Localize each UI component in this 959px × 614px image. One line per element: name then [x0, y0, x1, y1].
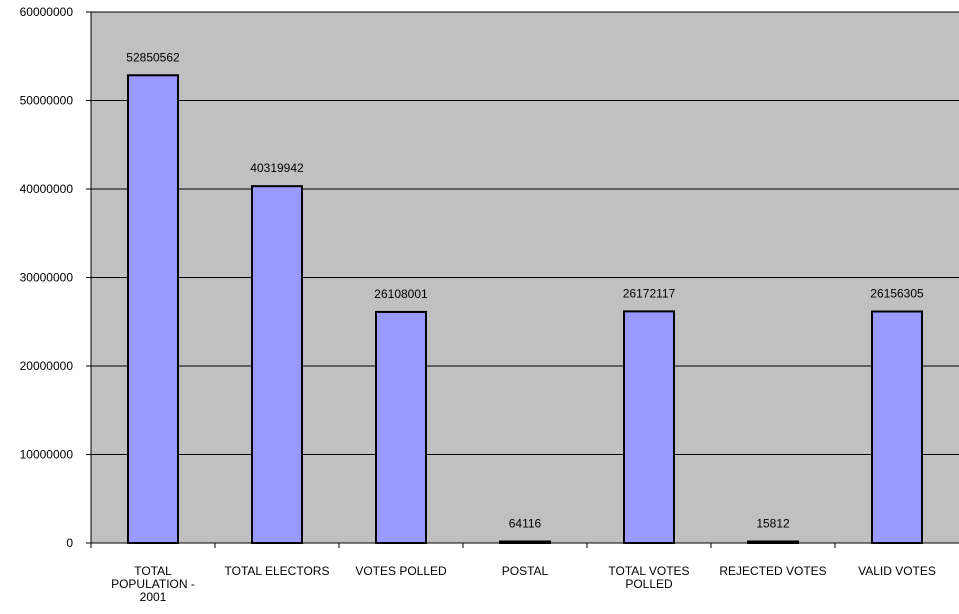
x-category-label: VALID VOTES — [858, 564, 936, 578]
data-label: 15812 — [756, 517, 790, 531]
y-tick-label: 20000000 — [20, 359, 74, 373]
x-category-label-line: VOTES POLLED — [355, 564, 447, 578]
y-tick-label: 0 — [66, 536, 73, 550]
bar — [871, 310, 923, 544]
x-category-label: REJECTED VOTES — [719, 564, 826, 578]
x-category-label: TOTAL VOTES POLLED — [608, 564, 689, 591]
data-label: 52850562 — [126, 50, 180, 64]
x-category-label-line: VALID VOTES — [858, 564, 936, 578]
data-label: 64116 — [509, 517, 542, 531]
y-tick-label: 50000000 — [20, 94, 74, 108]
x-category-label-line: REJECTED VOTES — [719, 564, 826, 578]
data-label: 26172117 — [623, 286, 676, 300]
y-tick-label: 60000000 — [20, 5, 74, 19]
y-tick-label: 30000000 — [20, 271, 74, 285]
bar — [375, 310, 427, 544]
data-label: 26156305 — [870, 287, 924, 301]
x-category-label-line: POPULATION - — [111, 577, 195, 591]
x-category-label-line: TOTAL ELECTORS — [225, 564, 330, 578]
x-category-label: TOTAL POPULATION -2001 — [111, 564, 195, 604]
x-category-label-line: TOTAL — [134, 564, 172, 578]
data-label: 26108001 — [374, 287, 428, 301]
bar — [127, 74, 179, 545]
x-category-label: TOTAL ELECTORS — [225, 564, 330, 578]
bar — [251, 185, 303, 544]
data-label: 40319942 — [250, 161, 304, 175]
y-tick-label: 10000000 — [20, 448, 74, 462]
x-category-label-line: POSTAL — [502, 564, 549, 578]
bar — [623, 310, 675, 544]
x-category-label-line: TOTAL VOTES — [608, 564, 689, 578]
y-tick-label: 40000000 — [20, 182, 74, 196]
x-category-label-line: POLLED — [625, 577, 673, 591]
x-category-label: VOTES POLLED — [355, 564, 447, 578]
x-category-label: POSTAL — [502, 564, 549, 578]
x-category-label-line: 2001 — [140, 590, 167, 604]
